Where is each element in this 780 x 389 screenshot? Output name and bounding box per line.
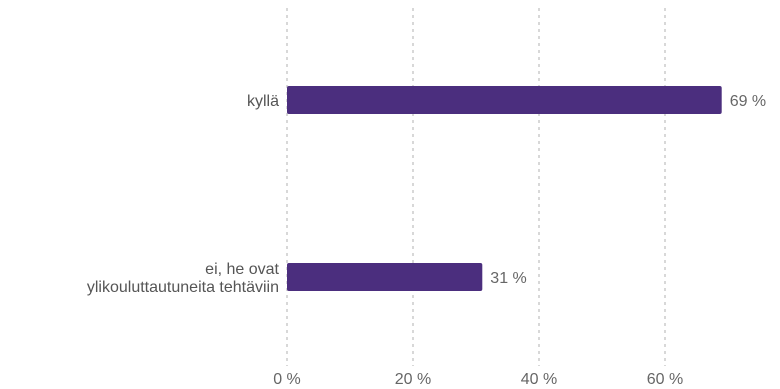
x-tick-label-1: 20 % [395, 371, 431, 388]
x-tick-label-2: 40 % [521, 371, 557, 388]
grid-lines [286, 8, 666, 366]
value-label-1: 31 % [490, 270, 526, 287]
x-axis-ticks: 0 % 20 % 40 % 60 % [273, 371, 683, 388]
category-labels: kyllä ei, he ovat ylikouluttautuneita teht… [87, 93, 280, 296]
category-label-1: ei, he ovat ylikouluttautuneita tehtäviin [87, 261, 280, 296]
bar-1[interactable] [287, 263, 483, 291]
value-label-0: 69 % [730, 93, 766, 110]
x-tick-label-3: 60 % [647, 371, 683, 388]
x-tick-label-0: 0 % [273, 371, 301, 388]
value-labels: 69 % 31 % [490, 93, 766, 287]
bars [287, 86, 722, 291]
bar-0[interactable] [287, 86, 722, 114]
category-label-0: kyllä [247, 93, 279, 110]
